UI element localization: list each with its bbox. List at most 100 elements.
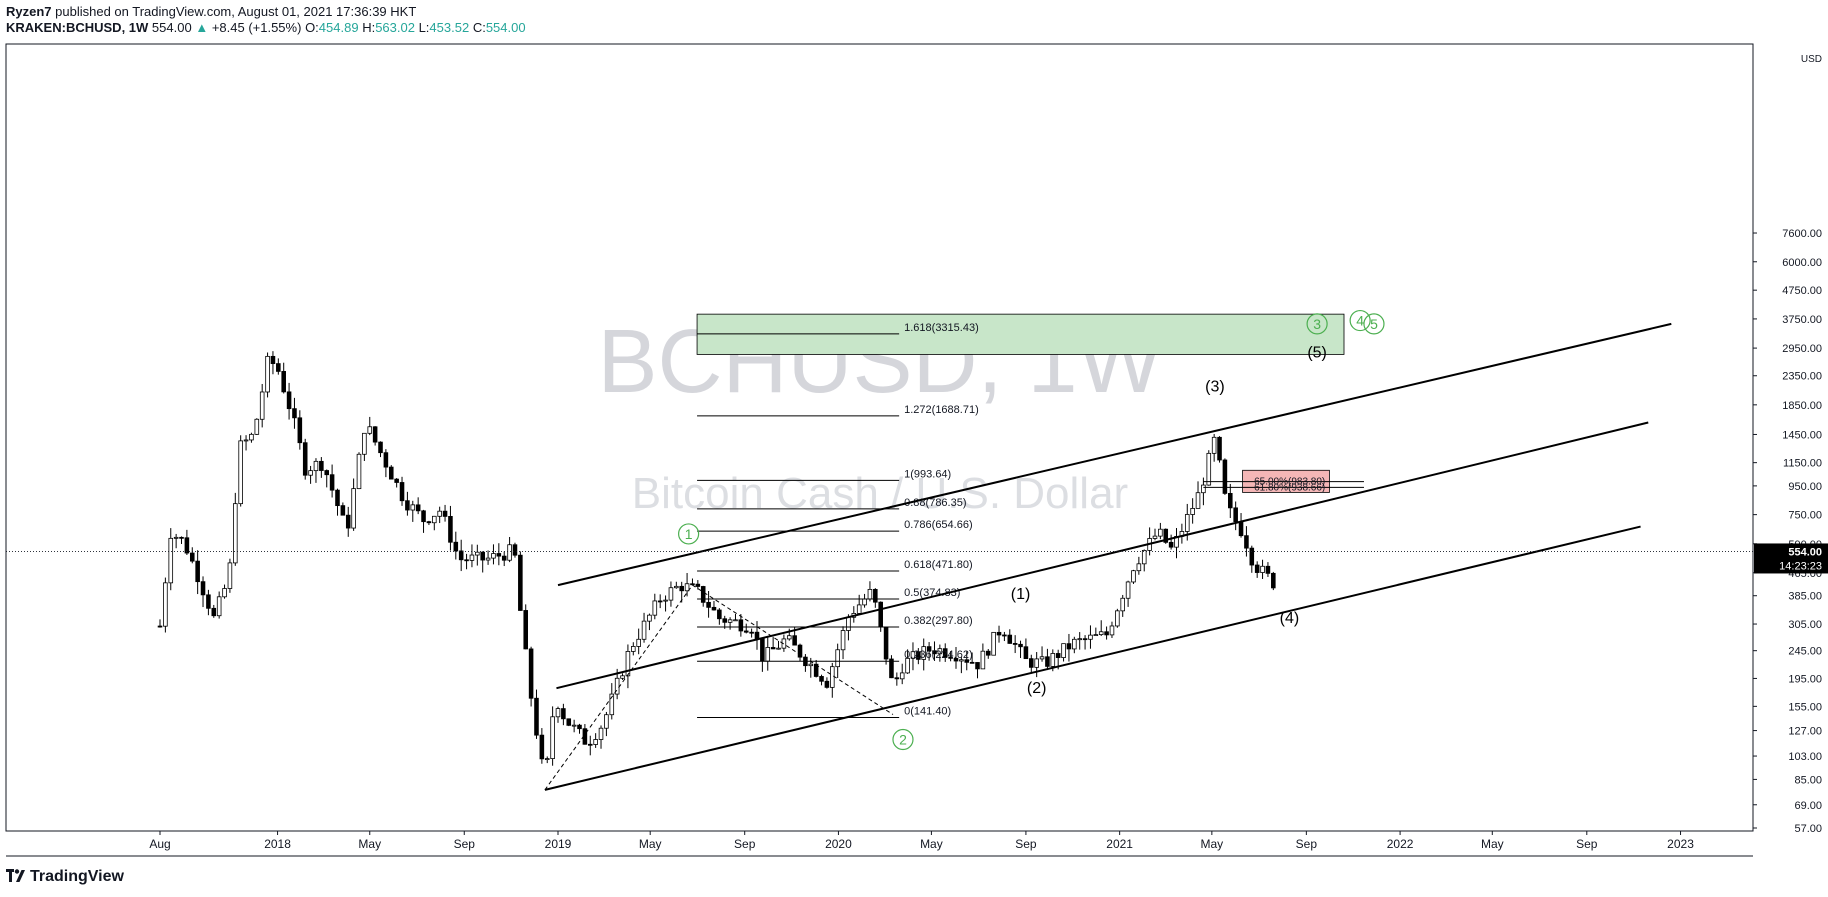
- last-price-badge[interactable]: [1754, 543, 1828, 574]
- candle-body: [1201, 484, 1206, 494]
- ohlc-low-label: L:: [418, 20, 430, 35]
- candle-body: [319, 460, 324, 471]
- candle-body: [1082, 638, 1088, 641]
- fib-level-label: 0.88(786.35): [904, 497, 966, 509]
- candle-body: [286, 391, 292, 410]
- candle-body: [1254, 564, 1260, 573]
- candle-body: [1029, 658, 1034, 668]
- candle-body: [518, 554, 523, 611]
- candle-body: [808, 663, 814, 667]
- candle-body: [1190, 507, 1195, 515]
- candle-body: [684, 583, 690, 592]
- candle-body: [647, 614, 652, 622]
- price-tick-label: 1150.00: [1783, 458, 1822, 470]
- candle-body: [916, 651, 921, 660]
- channel-trendline[interactable]: [557, 322, 1672, 587]
- channel-trendline[interactable]: [556, 421, 1649, 690]
- candle-body: [663, 599, 668, 602]
- candle-body: [512, 544, 518, 556]
- candle-body: [921, 646, 927, 660]
- candle-body: [1050, 653, 1056, 667]
- candle-body: [760, 638, 765, 662]
- candle-body: [421, 510, 426, 523]
- candle-body: [894, 677, 900, 680]
- candle-body: [1233, 507, 1238, 523]
- candle-body: [544, 758, 550, 760]
- fib-level-label: 0.618(471.80): [904, 559, 973, 571]
- candle-body: [259, 391, 265, 420]
- candle-body: [1184, 514, 1190, 532]
- candle-body: [179, 536, 184, 539]
- publisher-name[interactable]: Ryzen7: [6, 4, 52, 19]
- candle-body: [249, 433, 254, 441]
- price-change: +8.45 (+1.55%): [211, 20, 302, 35]
- time-tick-label: May: [920, 837, 943, 851]
- channel-trendline[interactable]: [544, 525, 1641, 791]
- candle-body: [754, 631, 760, 640]
- candle-body: [738, 619, 744, 632]
- interval-label: 1W: [128, 20, 149, 35]
- candle-body: [270, 355, 276, 365]
- wave-label-5: 5: [1370, 316, 1378, 332]
- fib-level-label: 0.236(224.62): [904, 649, 973, 661]
- tradingview-brand[interactable]: TradingView: [6, 868, 124, 886]
- candle-body: [367, 426, 373, 434]
- time-tick-label: 2018: [264, 837, 291, 851]
- drawings: 65.00%(983.80)61.80%(938.66) 1.618(3315.4…: [544, 309, 1672, 791]
- candle-body: [1195, 492, 1201, 509]
- fib-level-label: 1(993.64): [904, 468, 951, 480]
- candle-body: [200, 581, 206, 596]
- candle-body: [824, 680, 830, 688]
- candle-body: [173, 536, 179, 539]
- candle-body: [1012, 643, 1018, 645]
- candle-body: [206, 594, 211, 609]
- candle-body: [1007, 634, 1013, 644]
- time-tick-label: May: [358, 837, 381, 851]
- candle-body: [378, 441, 383, 454]
- candle-body: [776, 647, 781, 650]
- ohlc-close-value: 554.00: [485, 20, 526, 35]
- candle-body: [1238, 521, 1244, 537]
- candle-body: [1125, 581, 1131, 599]
- candle-body: [679, 585, 684, 592]
- candle-body: [706, 601, 711, 608]
- candle-body: [674, 585, 679, 589]
- candle-body: [448, 515, 453, 543]
- candle-body: [609, 693, 615, 716]
- candle-body: [432, 515, 437, 524]
- candle-body: [878, 601, 883, 628]
- ohlc-high-value: 563.02: [375, 20, 415, 35]
- price-tick-label: 195.00: [1788, 673, 1822, 685]
- candle-body: [786, 635, 792, 640]
- wave-label-1: 1: [685, 526, 693, 542]
- candle-body: [566, 718, 572, 726]
- candle-body: [351, 488, 356, 529]
- candle-body: [964, 659, 970, 663]
- wave-path-dashed: [544, 584, 894, 791]
- time-tick-label: 2022: [1387, 837, 1414, 851]
- fib-level-label: 1.618(3315.43): [904, 322, 979, 334]
- candle-body: [464, 559, 469, 562]
- candle-body: [1039, 656, 1045, 660]
- candle-body: [1206, 452, 1212, 486]
- candle-body: [1260, 565, 1265, 573]
- candle-body: [345, 514, 351, 529]
- candle-body: [889, 658, 894, 679]
- candle-body: [743, 630, 749, 633]
- wave-label-circle: [678, 523, 700, 545]
- wave-label-circle: [1349, 309, 1371, 332]
- candle-body: [1104, 631, 1109, 636]
- symbol-name[interactable]: KRAKEN:BCHUSD: [6, 20, 122, 35]
- wave-label-circle: [892, 728, 914, 751]
- candle-body: [313, 460, 319, 472]
- candle-body: [1228, 493, 1233, 509]
- candle-body: [475, 551, 480, 556]
- candle-body: [1211, 436, 1217, 454]
- candle-body: [926, 646, 932, 652]
- candle-body: [281, 371, 286, 393]
- candle-body: [1131, 570, 1136, 583]
- candle-body: [1141, 550, 1147, 565]
- wave-label-paren: (2): [1027, 680, 1047, 697]
- candle-body: [485, 557, 491, 561]
